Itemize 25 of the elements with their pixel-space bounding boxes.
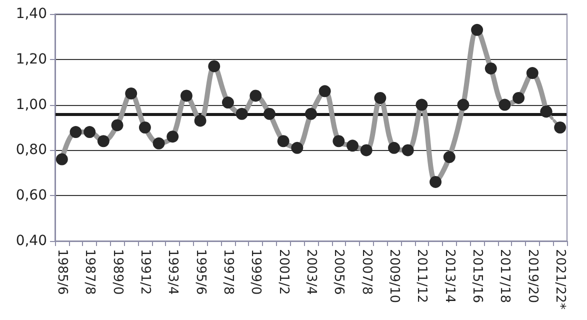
x-tick-label: 1993/4 (165, 249, 180, 295)
x-tick-label: 2007/8 (358, 249, 374, 295)
x-tick-label: 2019/20 (524, 249, 540, 304)
x-tick-label: 1999/0 (248, 249, 264, 295)
x-tick-label: 1989/0 (110, 249, 125, 295)
x-tick-label: 2021/22* (552, 249, 568, 310)
x-tick-label: 1987/8 (82, 249, 98, 295)
x-tick-label: 1985/6 (54, 249, 70, 295)
y-tick-label: 0,80 (16, 142, 47, 158)
x-tick-label: 2017/18 (497, 249, 512, 304)
y-tick-label: 0,40 (16, 233, 47, 249)
y-tick-label: 1,20 (16, 51, 47, 68)
y-tick-label: 1,40 (16, 6, 47, 22)
x-tick-label: 1995/6 (192, 249, 208, 295)
x-tick-label: 2013/14 (442, 249, 457, 304)
y-tick-label: 0,60 (16, 188, 47, 204)
x-tick-label: 2003/4 (304, 249, 318, 295)
x-tick-label: 2005/6 (331, 249, 346, 295)
x-tick-label: 2011/12 (414, 249, 430, 304)
x-tick-label: 1991/2 (137, 249, 152, 295)
x-tick-label: 2015/16 (470, 249, 485, 304)
x-tick-label: 1997/8 (220, 249, 236, 295)
x-tick-label: 2009/10 (386, 249, 402, 304)
y-tick-label: 1,00 (16, 96, 47, 113)
x-tick-label: 2001/2 (276, 249, 291, 295)
